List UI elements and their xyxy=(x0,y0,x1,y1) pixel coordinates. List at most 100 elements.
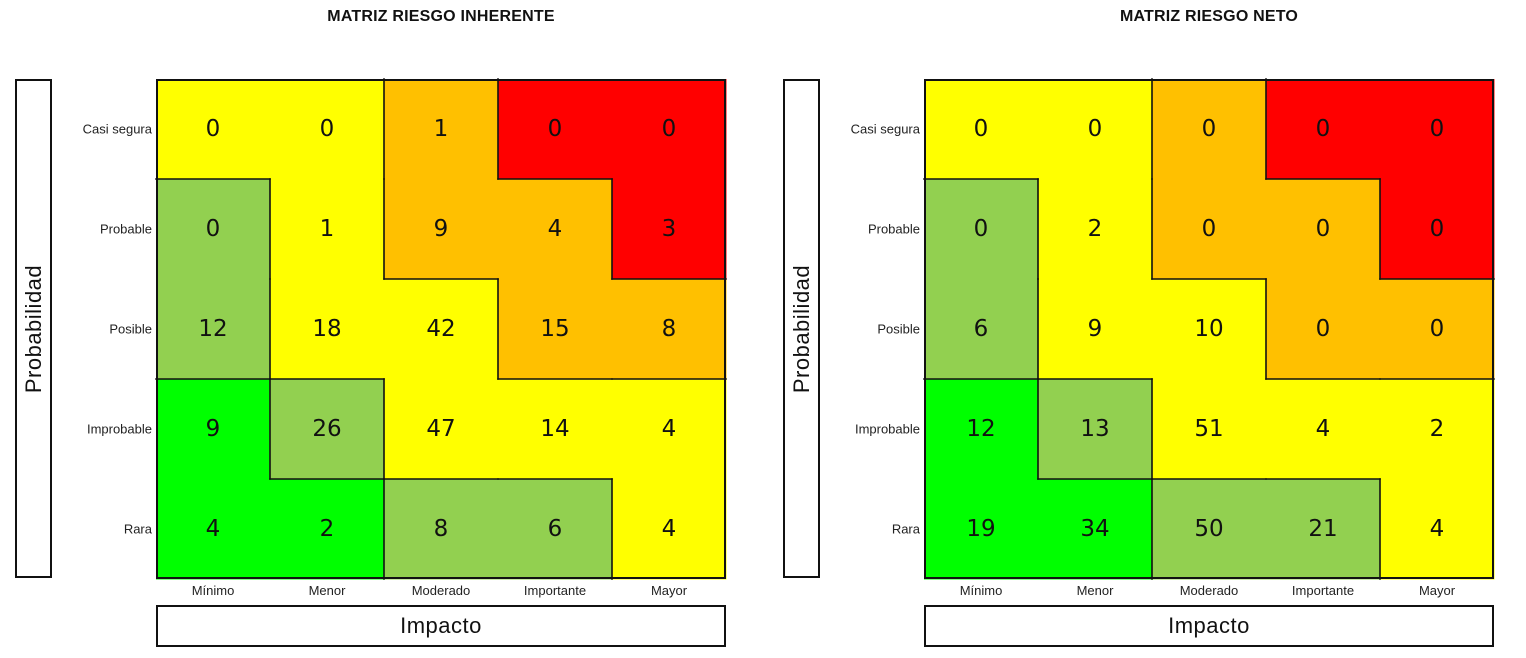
cell-value: 0 xyxy=(206,116,221,142)
chart-title: MATRIZ RIESGO NETO xyxy=(1119,8,1299,25)
cell-value: 19 xyxy=(966,516,995,542)
cell-value: 4 xyxy=(206,516,221,542)
heatmap-cell xyxy=(1266,179,1381,280)
heatmap-cell xyxy=(924,479,1039,580)
cell-value: 34 xyxy=(1080,516,1109,542)
heatmap-cell xyxy=(156,279,271,380)
heatmap-cell xyxy=(270,279,385,380)
heatmap-cell xyxy=(1380,479,1495,580)
col-label-moderado: Moderado xyxy=(1179,583,1239,598)
cell-value: 47 xyxy=(426,416,455,442)
heatmap-cell xyxy=(1266,79,1381,180)
heatmap-cell xyxy=(924,379,1039,480)
heatmap-cell xyxy=(1038,79,1153,180)
cell-value: 0 xyxy=(1202,216,1217,242)
cell-value: 18 xyxy=(312,316,341,342)
col-label-minimo: Mínimo xyxy=(191,583,235,598)
cell-value: 4 xyxy=(662,416,677,442)
matrix-panel-inherente: MATRIZ RIESGO INHERENTE Probabilidad Cas… xyxy=(0,0,740,658)
heatmap-cell xyxy=(384,279,499,380)
col-label-menor: Menor xyxy=(1076,583,1114,598)
heatmap-border xyxy=(924,79,1494,579)
heatmap-svg: 0 0 1 0 00 1 9 4 312 18 42 15 89 26 47 14 44 2 8 6 4 xyxy=(155,78,727,580)
cell-value: 13 xyxy=(1080,416,1109,442)
row-label-probable: Probable xyxy=(867,221,920,237)
heatmap-border xyxy=(156,79,726,579)
heatmap-cell xyxy=(384,179,499,280)
cell-value: 26 xyxy=(312,416,341,442)
heatmap-cell xyxy=(1380,79,1495,180)
row-label-casi-segura: Casi segura xyxy=(850,121,920,137)
heatmap-grid: 0 0 0 0 0 0 2 0 0 0 6 9 10 0 0 12 13 51 4 2 19 34 50 21 4 xyxy=(923,78,1495,580)
cell-value: 6 xyxy=(548,516,563,542)
cell-value: 4 xyxy=(1430,516,1445,542)
col-label-mayor: Mayor xyxy=(1418,583,1456,598)
heatmap-cell xyxy=(612,379,727,480)
row-label-improbable: Improbable xyxy=(86,421,152,437)
heatmap-cell xyxy=(498,179,613,280)
cell-value: 0 xyxy=(974,216,989,242)
cell-value: 0 xyxy=(1316,116,1331,142)
heatmap-cell xyxy=(1152,279,1267,380)
col-label-minimo: Mínimo xyxy=(959,583,1003,598)
cell-value: 2 xyxy=(1088,216,1103,242)
cell-value: 3 xyxy=(662,216,677,242)
heatmap-cell xyxy=(612,279,727,380)
y-axis-label: Probabilidad xyxy=(20,264,46,393)
heatmap-cell xyxy=(924,79,1039,180)
cell-value: 0 xyxy=(548,116,563,142)
cell-value: 42 xyxy=(426,316,455,342)
heatmap-cell xyxy=(1152,479,1267,580)
cell-value: 12 xyxy=(198,316,227,342)
heatmap-cell xyxy=(1380,179,1495,280)
y-axis-label-box: Probabilidad xyxy=(783,79,820,578)
heatmap-cell xyxy=(1152,379,1267,480)
heatmap-cell xyxy=(270,479,385,580)
heatmap-cell xyxy=(1038,479,1153,580)
heatmap-cell xyxy=(156,179,271,280)
x-axis-label: Impacto xyxy=(400,613,482,638)
col-label-menor: Menor xyxy=(308,583,346,598)
cell-value: 0 xyxy=(206,216,221,242)
heatmap-cell xyxy=(1038,379,1153,480)
heatmap-cell xyxy=(924,179,1039,280)
cell-value: 51 xyxy=(1194,416,1223,442)
row-label-probable: Probable xyxy=(99,221,152,237)
heatmap-cell xyxy=(498,379,613,480)
cell-value: 10 xyxy=(1194,316,1223,342)
heatmap-cell xyxy=(924,279,1039,380)
cell-value: 2 xyxy=(1430,416,1445,442)
heatmap-cell xyxy=(498,79,613,180)
cell-value: 12 xyxy=(966,416,995,442)
col-label-moderado: Moderado xyxy=(411,583,471,598)
cell-value: 9 xyxy=(206,416,221,442)
heatmap-cell xyxy=(612,79,727,180)
cell-value: 8 xyxy=(662,316,677,342)
col-label-importante: Importante xyxy=(1291,583,1355,598)
heatmap-cell xyxy=(156,379,271,480)
heatmap-cell xyxy=(1266,479,1381,580)
col-label-importante: Importante xyxy=(523,583,587,598)
cell-value: 8 xyxy=(434,516,449,542)
heatmap-cell xyxy=(498,279,613,380)
heatmap-grid: 0 0 1 0 0 0 1 9 4 3 12 18 42 15 8 9 26 47 14 4 4 2 8 6 4 xyxy=(155,78,727,580)
heatmap-cell xyxy=(384,479,499,580)
cell-value: 0 xyxy=(1202,116,1217,142)
cell-value: 0 xyxy=(1316,316,1331,342)
cell-value: 0 xyxy=(1430,116,1445,142)
heatmap-cell xyxy=(1152,179,1267,280)
heatmap-cell xyxy=(612,179,727,280)
cell-value: 15 xyxy=(540,316,569,342)
heatmap-cell xyxy=(1380,279,1495,380)
row-label-rara: Rara xyxy=(123,521,152,537)
heatmap-cell xyxy=(612,479,727,580)
heatmap-cell xyxy=(1266,379,1381,480)
y-axis-label-box: Probabilidad xyxy=(15,79,52,578)
heatmap-cell xyxy=(384,79,499,180)
heatmap-cell xyxy=(498,479,613,580)
matrix-panel-neto: MATRIZ RIESGO NETO Probabilidad Casi seg… xyxy=(768,0,1508,658)
heatmap-cell xyxy=(1038,279,1153,380)
cell-value: 50 xyxy=(1194,516,1223,542)
heatmap-cell xyxy=(270,179,385,280)
x-axis-label: Impacto xyxy=(1168,613,1250,638)
